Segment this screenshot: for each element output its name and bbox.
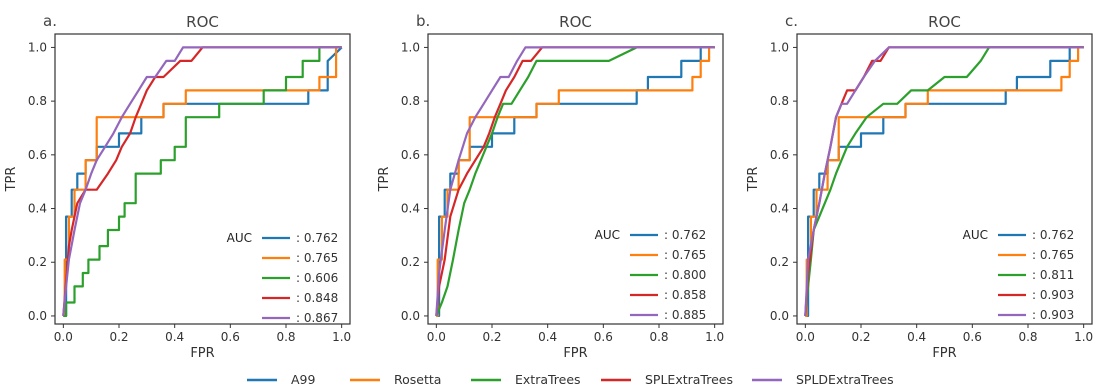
figure-legend: A99 Rosetta ExtraTrees SPLExtraTrees SPLDExt…	[247, 372, 894, 387]
x-tick-label: 1.0	[1074, 330, 1093, 344]
roc-line-rosetta	[805, 46, 1084, 317]
auc-value: : 0.762	[296, 231, 338, 245]
x-axis-label: FPR	[563, 346, 587, 361]
roc-line-a99	[63, 46, 343, 317]
legend-label: SPLExtraTrees	[645, 372, 733, 387]
x-tick-label: 0.8	[276, 330, 295, 344]
auc-value: : 0.800	[664, 268, 706, 282]
auc-value: : 0.765	[296, 251, 338, 265]
auc-value: : 0.765	[664, 248, 706, 262]
auc-value: : 0.903	[1032, 308, 1074, 322]
y-tick-label: 0.2	[28, 255, 47, 269]
y-axis-label: TPR	[4, 167, 19, 193]
legend-label: A99	[291, 372, 316, 387]
x-tick-label: 0.4	[165, 330, 184, 344]
y-tick-label: 0.6	[401, 148, 420, 162]
x-tick-label: 0.6	[221, 330, 240, 344]
x-tick-label: 0.2	[482, 330, 501, 344]
panel-letter: c.	[785, 12, 798, 30]
y-tick-label: 0.8	[770, 94, 789, 108]
panel-letter: a.	[43, 12, 57, 30]
y-tick-label: 0.6	[770, 148, 789, 162]
plot-frame	[796, 33, 1093, 325]
auc-value: : 0.762	[664, 228, 706, 242]
x-tick-label: 0.0	[54, 330, 73, 344]
x-tick-label: 0.2	[109, 330, 128, 344]
x-tick-label: 0.2	[851, 330, 870, 344]
y-tick-label: 0.4	[401, 202, 420, 216]
auc-value: : 0.762	[1032, 228, 1074, 242]
auc-heading: AUC	[595, 228, 620, 242]
x-axis-label: FPR	[190, 346, 214, 361]
auc-heading: AUC	[963, 228, 988, 242]
x-tick-label: 0.4	[538, 330, 557, 344]
y-tick-label: 0.6	[28, 148, 47, 162]
auc-value: : 0.867	[296, 311, 338, 325]
roc-line-spldextratrees	[62, 46, 342, 317]
panel-title: ROC	[186, 13, 219, 31]
x-axis-label: FPR	[932, 346, 956, 361]
roc-line-extratrees	[435, 46, 715, 317]
panel-letter: b.	[416, 12, 430, 30]
panel-title: ROC	[928, 13, 961, 31]
roc-line-spldextratrees	[435, 46, 715, 316]
auc-value: : 0.606	[296, 271, 338, 285]
roc-panel-1: a. ROC 0.0 0.2 0.4 0.6 0.8 1.0 0.0 0.2 0.4 0.6 0.8 1.…	[4, 12, 351, 361]
y-axis-label: TPR	[746, 167, 761, 193]
y-tick-label: 1.0	[401, 40, 420, 54]
y-tick-label: 0.2	[401, 255, 420, 269]
x-tick-label: 1.0	[705, 330, 724, 344]
auc-value: : 0.885	[664, 308, 706, 322]
roc-panel-3: c. ROC 0.0 0.2 0.4 0.6 0.8 1.0 0.0 0.2 0.4 0.6 0.8 1.…	[746, 12, 1093, 361]
y-tick-label: 1.0	[28, 40, 47, 54]
x-tick-label: 0.8	[1018, 330, 1037, 344]
x-tick-label: 0.0	[796, 330, 815, 344]
roc-line-rosetta	[436, 46, 715, 317]
roc-panel-2: b. ROC 0.0 0.2 0.4 0.6 0.8 1.0 0.0 0.2 0.4 0.6 0.8 1.…	[377, 12, 724, 361]
y-tick-label: 0.2	[770, 255, 789, 269]
plot-frame	[427, 33, 724, 325]
roc-line-splextratrees	[435, 46, 715, 317]
legend-label: ExtraTrees	[515, 372, 581, 387]
auc-value: : 0.903	[1032, 288, 1074, 302]
legend-label: SPLDExtraTrees	[796, 372, 894, 387]
y-tick-label: 0.8	[28, 94, 47, 108]
y-tick-label: 0.8	[401, 94, 420, 108]
x-tick-label: 0.6	[963, 330, 982, 344]
roc-line-extratrees	[63, 46, 342, 317]
legend-label: Rosetta	[394, 372, 441, 387]
y-tick-label: 1.0	[770, 40, 789, 54]
x-tick-label: 0.6	[594, 330, 613, 344]
roc-line-splextratrees	[62, 46, 342, 316]
auc-heading: AUC	[227, 231, 252, 245]
auc-value: : 0.811	[1032, 268, 1074, 282]
y-tick-label: 0.0	[401, 309, 420, 323]
auc-value: : 0.848	[296, 291, 338, 305]
y-tick-label: 0.0	[770, 309, 789, 323]
y-tick-label: 0.4	[770, 202, 789, 216]
y-tick-label: 0.0	[28, 309, 47, 323]
x-tick-label: 0.8	[649, 330, 668, 344]
y-tick-label: 0.4	[28, 202, 47, 216]
panel-title: ROC	[559, 13, 592, 31]
plot-frame	[54, 33, 351, 325]
x-tick-label: 0.4	[907, 330, 926, 344]
x-tick-label: 1.0	[332, 330, 351, 344]
auc-value: : 0.765	[1032, 248, 1074, 262]
auc-value: : 0.858	[664, 288, 706, 302]
x-tick-label: 0.0	[427, 330, 446, 344]
y-axis-label: TPR	[377, 167, 392, 193]
roc-line-spldextratrees	[804, 46, 1084, 316]
